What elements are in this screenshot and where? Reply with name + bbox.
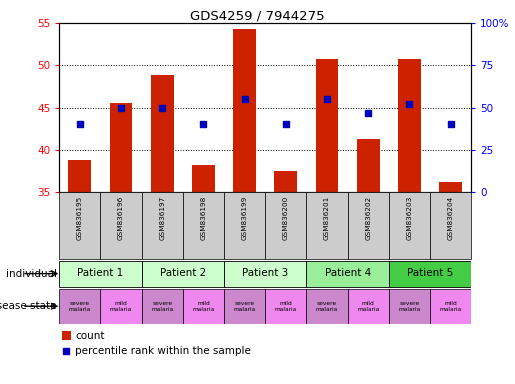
- Bar: [142, 192, 183, 259]
- Bar: [59, 261, 142, 286]
- Text: mild
malaria: mild malaria: [274, 301, 297, 312]
- Text: mild
malaria: mild malaria: [439, 301, 462, 312]
- Text: Patient 5: Patient 5: [407, 268, 453, 278]
- Bar: [192, 165, 215, 192]
- Bar: [348, 289, 389, 324]
- Bar: [110, 103, 132, 192]
- Text: GSM836201: GSM836201: [324, 195, 330, 240]
- Text: mild
malaria: mild malaria: [357, 301, 380, 312]
- Bar: [142, 261, 224, 286]
- Bar: [274, 171, 297, 192]
- Text: GSM836203: GSM836203: [406, 195, 413, 240]
- Text: severe
malaria: severe malaria: [398, 301, 421, 312]
- Bar: [348, 192, 389, 259]
- Text: GSM836204: GSM836204: [448, 195, 454, 240]
- Point: [199, 121, 208, 127]
- Point: [447, 121, 455, 127]
- Bar: [265, 192, 306, 259]
- Bar: [233, 29, 256, 192]
- Bar: [357, 139, 380, 192]
- Bar: [224, 192, 265, 259]
- Text: severe
malaria: severe malaria: [68, 301, 91, 312]
- Text: percentile rank within the sample: percentile rank within the sample: [75, 346, 251, 356]
- Text: GDS4259 / 7944275: GDS4259 / 7944275: [190, 10, 325, 23]
- Bar: [224, 261, 306, 286]
- Bar: [430, 289, 471, 324]
- Bar: [306, 261, 389, 286]
- Text: individual: individual: [6, 268, 57, 279]
- Text: GSM836202: GSM836202: [365, 195, 371, 240]
- Point: [62, 348, 71, 354]
- Bar: [430, 192, 471, 259]
- Bar: [316, 58, 338, 192]
- Text: Patient 2: Patient 2: [160, 268, 206, 278]
- Text: severe
malaria: severe malaria: [233, 301, 256, 312]
- Bar: [68, 160, 91, 192]
- Text: disease state: disease state: [0, 301, 57, 311]
- Bar: [265, 289, 306, 324]
- Text: Patient 1: Patient 1: [77, 268, 124, 278]
- Text: GSM836197: GSM836197: [159, 195, 165, 240]
- Point: [282, 121, 290, 127]
- Point: [117, 104, 125, 111]
- Bar: [183, 289, 224, 324]
- Text: GSM836195: GSM836195: [77, 195, 83, 240]
- Text: GSM836199: GSM836199: [242, 195, 248, 240]
- Bar: [389, 289, 430, 324]
- Point: [405, 101, 414, 107]
- Bar: [224, 289, 265, 324]
- Text: count: count: [75, 331, 105, 341]
- Bar: [100, 192, 142, 259]
- Point: [364, 109, 372, 116]
- Bar: [59, 192, 100, 259]
- Bar: [100, 289, 142, 324]
- Text: GSM836196: GSM836196: [118, 195, 124, 240]
- Text: GSM836200: GSM836200: [283, 195, 289, 240]
- Point: [323, 96, 331, 102]
- Bar: [398, 60, 421, 192]
- Point: [76, 121, 84, 127]
- Bar: [306, 289, 348, 324]
- Point: [241, 96, 249, 102]
- Bar: [183, 192, 224, 259]
- Bar: [389, 261, 471, 286]
- Bar: [59, 289, 100, 324]
- Text: Patient 3: Patient 3: [242, 268, 288, 278]
- Bar: [389, 192, 430, 259]
- Point: [158, 104, 166, 111]
- Bar: [439, 182, 462, 192]
- Bar: [151, 75, 174, 192]
- Text: Patient 4: Patient 4: [324, 268, 371, 278]
- Text: severe
malaria: severe malaria: [151, 301, 174, 312]
- Text: mild
malaria: mild malaria: [192, 301, 215, 312]
- Text: severe
malaria: severe malaria: [316, 301, 338, 312]
- Text: mild
malaria: mild malaria: [110, 301, 132, 312]
- Bar: [306, 192, 348, 259]
- Bar: [62, 331, 71, 341]
- Bar: [142, 289, 183, 324]
- Text: GSM836198: GSM836198: [200, 195, 207, 240]
